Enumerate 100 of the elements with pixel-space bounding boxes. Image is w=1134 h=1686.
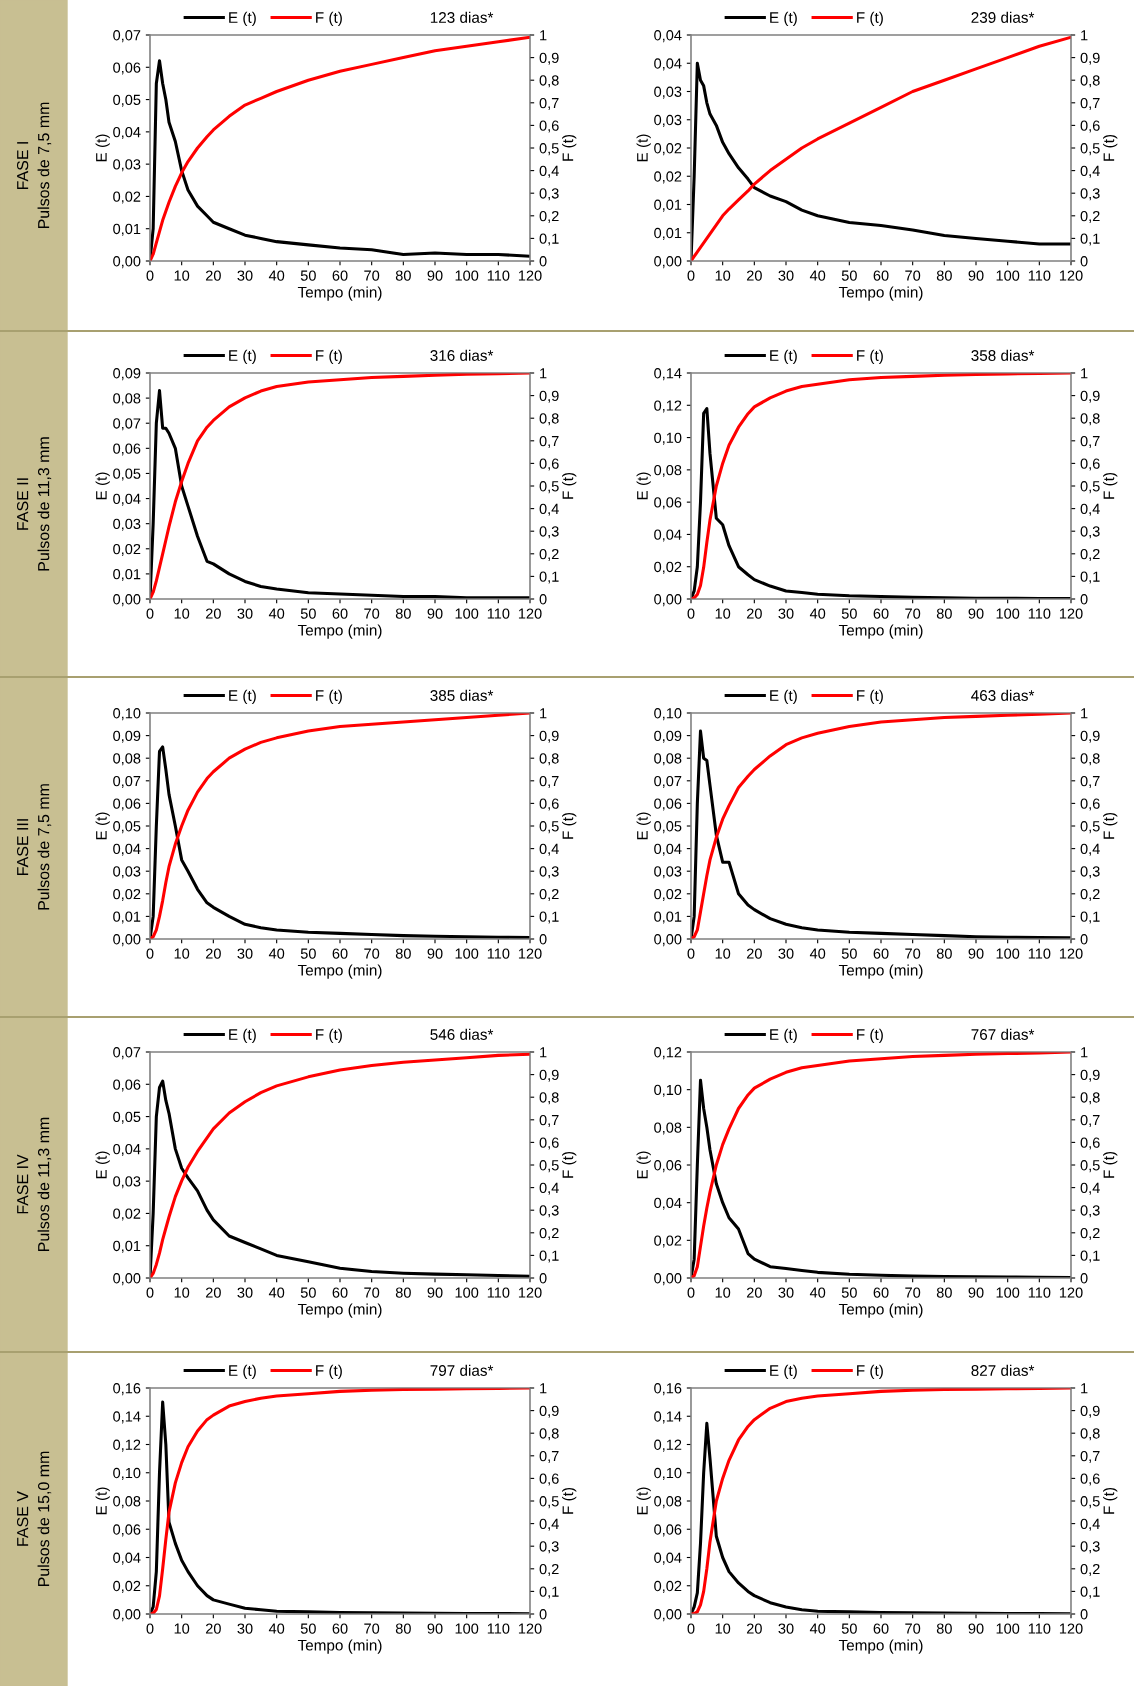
- x-tick-label: 90: [968, 948, 984, 959]
- x-tick-label: 120: [1059, 1623, 1083, 1634]
- text: Pulsos de 11,3 mm: [37, 437, 52, 571]
- y-tick-label: 0,04: [654, 1552, 682, 1565]
- y-tick-label: 0,05: [113, 1111, 141, 1124]
- y-tick-label: 0,14: [654, 1411, 682, 1424]
- y2-tick-label: 1: [540, 368, 547, 379]
- y-tick-label: 0,00: [654, 256, 682, 269]
- y2-tick-label: 0,7: [1080, 435, 1100, 448]
- y-tick-label: 0,08: [654, 1122, 682, 1135]
- x-axis-title: Tempo (min): [838, 1639, 923, 1654]
- x-tick-label: 20: [205, 1287, 221, 1298]
- y2-axis-title: F (t): [562, 1151, 577, 1178]
- y2-tick-label: 0,8: [1080, 1428, 1100, 1441]
- x-axis-title: Tempo (min): [297, 1303, 382, 1318]
- y-tick-label: 0,04: [113, 493, 141, 506]
- y-tick-label: 0,03: [654, 114, 682, 127]
- text: 385 dias*: [430, 689, 494, 701]
- x-tick-label: 110: [487, 1623, 510, 1634]
- x-tick-label: 60: [873, 948, 889, 959]
- legend-label: F (t): [857, 689, 883, 704]
- y2-tick-label: 0: [1080, 594, 1088, 605]
- text: 239 dias*: [971, 11, 1035, 23]
- y-tick-label: 0,06: [113, 62, 141, 75]
- y2-tick-label: 0,6: [539, 1473, 559, 1486]
- y2-tick-label: 0,4: [539, 843, 559, 856]
- y-tick-label: 0,00: [654, 594, 682, 607]
- y2-tick-label: 0,1: [1080, 1586, 1100, 1599]
- y2-tick-label: 0,1: [1080, 233, 1100, 246]
- y-tick-label: 0,06: [113, 1524, 141, 1537]
- y2-tick-label: 0,6: [1080, 120, 1100, 133]
- x-tick-label: 10: [174, 270, 190, 281]
- y-axis-title: E (t): [95, 1151, 110, 1179]
- x-tick-label: 50: [841, 1623, 857, 1634]
- y-tick-label: 0,08: [654, 464, 682, 478]
- y-tick-label: 0,02: [113, 543, 141, 556]
- y2-tick-label: 1: [1081, 1383, 1088, 1394]
- x-tick-label: 100: [996, 1623, 1020, 1634]
- x-tick-label: 80: [395, 608, 411, 619]
- y2-tick-label: 0,7: [1080, 775, 1100, 788]
- text: 316 dias*: [430, 349, 494, 361]
- y-tick-label: 0,06: [113, 443, 141, 456]
- x-tick-label: 120: [518, 608, 542, 619]
- y-tick-label: 0,04: [654, 529, 682, 542]
- y2-tick-label: 0,5: [1080, 821, 1100, 834]
- x-tick-label: 90: [427, 1287, 443, 1298]
- y2-tick-label: 1: [540, 30, 547, 41]
- legend-label: E (t): [229, 11, 256, 26]
- text: Pulsos de 15,0 mm: [37, 1451, 52, 1587]
- y2-tick-label: 0,2: [539, 1227, 559, 1240]
- x-tick-label: 50: [841, 608, 857, 619]
- y-tick-label: 0,02: [113, 888, 141, 901]
- x-tick-label: 120: [1059, 1287, 1083, 1298]
- legend-label: F (t): [316, 1028, 342, 1043]
- x-tick-label: 50: [300, 608, 316, 619]
- y-axis-title: E (t): [636, 1487, 651, 1515]
- y2-tick-label: 1: [1081, 30, 1088, 41]
- y2-tick-label: 0,5: [1080, 143, 1100, 156]
- y2-tick-label: 0,7: [1080, 97, 1100, 110]
- legend-label: F (t): [316, 349, 342, 364]
- x-tick-label: 50: [841, 270, 857, 281]
- text: FASE IV: [16, 1154, 29, 1214]
- y2-tick-label: 0,8: [539, 75, 559, 88]
- x-tick-label: 30: [237, 1623, 253, 1634]
- y2-tick-label: 1: [540, 1383, 547, 1394]
- y2-tick-label: 0,3: [1080, 526, 1100, 539]
- y-tick-label: 0,01: [113, 568, 141, 582]
- y-tick-label: 0,08: [654, 1496, 682, 1509]
- y-tick-label: 0,10: [113, 1467, 141, 1480]
- y-axis-title: E (t): [95, 812, 110, 840]
- text: Pulsos de 7,5 mm: [37, 102, 52, 229]
- text: 827 dias*: [971, 1364, 1035, 1376]
- x-tick-label: 70: [905, 270, 921, 281]
- text: 797 dias*: [430, 1364, 494, 1376]
- x-tick-label: 20: [746, 1623, 762, 1634]
- x-tick-label: 20: [746, 1287, 762, 1298]
- y-tick-label: 0,03: [654, 86, 682, 99]
- y2-tick-label: 0,5: [539, 821, 559, 834]
- x-tick-label: 70: [905, 1623, 921, 1634]
- x-tick-label: 0: [146, 1623, 154, 1634]
- y2-axis-title: F (t): [1103, 472, 1118, 499]
- x-tick-label: 90: [968, 608, 984, 619]
- x-tick-label: 40: [268, 608, 285, 619]
- x-tick-label: 110: [1028, 608, 1051, 619]
- x-tick-label: 110: [487, 270, 510, 281]
- y2-tick-label: 0,5: [539, 143, 559, 156]
- x-tick-label: 10: [715, 948, 731, 959]
- y-tick-label: 0,06: [654, 1524, 682, 1537]
- x-tick-label: 70: [364, 948, 380, 959]
- x-tick-label: 100: [455, 948, 479, 959]
- x-tick-label: 100: [996, 948, 1020, 959]
- y2-axis-title: F (t): [1103, 1487, 1118, 1514]
- y2-axis-title: F (t): [1103, 134, 1118, 161]
- x-tick-label: 10: [715, 270, 731, 281]
- x-tick-label: 110: [487, 1287, 510, 1298]
- y-tick-label: 0,16: [113, 1383, 141, 1396]
- x-tick-label: 60: [873, 270, 889, 281]
- y2-tick-label: 0,4: [1080, 843, 1100, 856]
- y2-tick-label: 0,7: [539, 1450, 559, 1463]
- y-tick-label: 0,09: [654, 730, 682, 743]
